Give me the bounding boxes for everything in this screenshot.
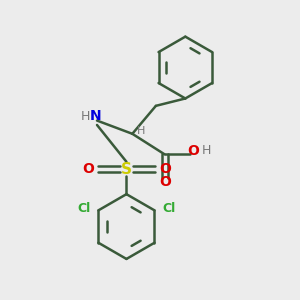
Text: S: S [121, 162, 132, 177]
Text: O: O [159, 162, 171, 176]
Text: H: H [202, 144, 212, 158]
Text: H: H [81, 110, 91, 123]
Text: N: N [90, 109, 101, 123]
Text: H: H [137, 126, 146, 136]
Text: O: O [82, 162, 94, 176]
Text: O: O [159, 176, 171, 189]
Text: Cl: Cl [163, 202, 176, 215]
Text: Cl: Cl [77, 202, 90, 215]
Text: O: O [187, 144, 199, 158]
